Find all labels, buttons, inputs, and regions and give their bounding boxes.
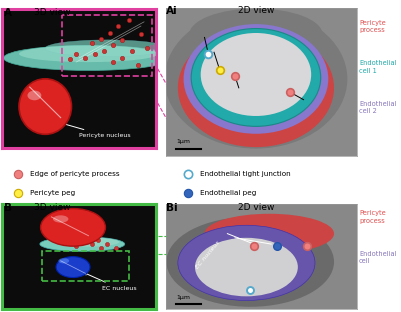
Ellipse shape: [191, 29, 321, 126]
Ellipse shape: [200, 33, 311, 116]
Ellipse shape: [59, 258, 69, 263]
Text: Pericyte peg: Pericyte peg: [30, 190, 76, 196]
Text: 2D view: 2D view: [239, 203, 275, 212]
Text: Endothelial tight junction: Endothelial tight junction: [200, 171, 290, 177]
Ellipse shape: [19, 79, 71, 134]
Ellipse shape: [45, 40, 169, 56]
Text: Pericyte
process: Pericyte process: [359, 20, 386, 33]
Ellipse shape: [178, 29, 334, 147]
Text: Endothelial
cell: Endothelial cell: [359, 251, 397, 264]
Text: EC nucleus: EC nucleus: [195, 240, 221, 269]
Text: 1μm: 1μm: [176, 295, 190, 300]
Bar: [42, 251, 129, 281]
Bar: [62, 15, 152, 76]
Ellipse shape: [164, 9, 347, 149]
Ellipse shape: [19, 46, 158, 62]
Text: B: B: [4, 203, 12, 213]
Ellipse shape: [41, 208, 105, 246]
Text: A: A: [4, 8, 12, 18]
Text: Endothelial peg: Endothelial peg: [200, 190, 256, 196]
Ellipse shape: [166, 217, 334, 307]
Text: 1μm: 1μm: [176, 139, 190, 144]
Text: Endothelial
cell 2: Endothelial cell 2: [359, 101, 397, 115]
Ellipse shape: [56, 256, 90, 278]
Text: EC nucleus: EC nucleus: [84, 273, 137, 291]
Text: 3D view: 3D view: [34, 203, 71, 212]
Text: 3D view: 3D view: [34, 8, 71, 17]
Ellipse shape: [178, 225, 315, 300]
Ellipse shape: [195, 238, 298, 296]
Text: Pericyte
process: Pericyte process: [359, 210, 386, 224]
Ellipse shape: [4, 46, 173, 71]
Text: Pericyte nucleus: Pericyte nucleus: [46, 118, 131, 138]
Ellipse shape: [28, 90, 41, 100]
Text: Endothelial
cell 1: Endothelial cell 1: [359, 60, 397, 74]
Ellipse shape: [205, 214, 334, 253]
Ellipse shape: [53, 215, 69, 223]
Ellipse shape: [184, 24, 328, 134]
Text: 2D view: 2D view: [239, 6, 275, 15]
Text: Bi: Bi: [166, 203, 178, 213]
Text: Ai: Ai: [166, 6, 178, 16]
Text: Edge of pericyte process: Edge of pericyte process: [30, 171, 120, 177]
Ellipse shape: [40, 237, 125, 251]
Ellipse shape: [189, 8, 322, 61]
Ellipse shape: [55, 237, 119, 247]
